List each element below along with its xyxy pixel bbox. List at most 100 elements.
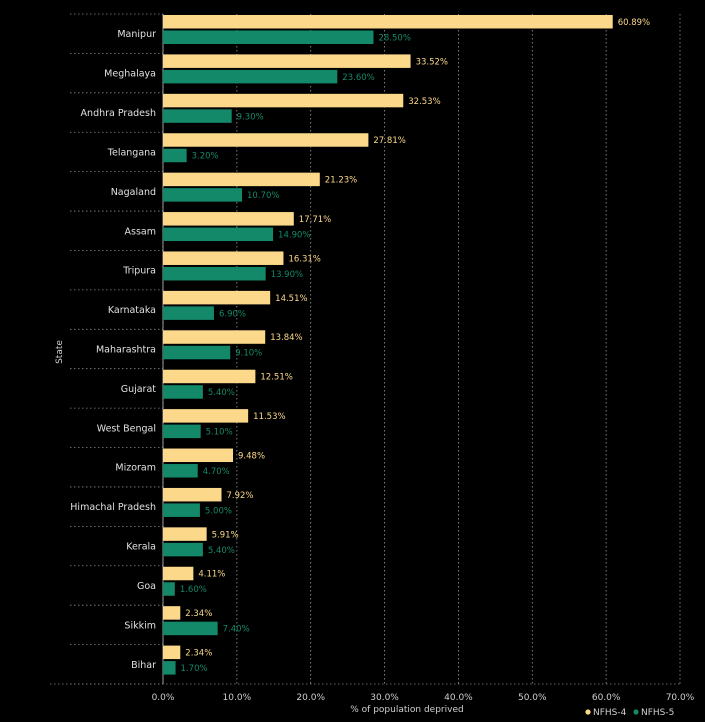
y-axis-label: State: [55, 340, 65, 364]
x-tick-labels: 0.0% 10.0% 20.0% 30.0% 40.0% 50.0% 60.0% 70.0%: [152, 693, 695, 703]
data-label: 13.90%: [271, 270, 303, 280]
data-label: 16.31%: [288, 254, 320, 264]
legend-swatch: [633, 709, 639, 715]
data-label: 5.10%: [206, 428, 233, 438]
legend: NFHS-4 NFHS-5: [585, 708, 674, 718]
category-label: Himachal Pradesh: [70, 502, 156, 513]
data-label: 32.53%: [408, 97, 440, 107]
bar-nfhs-5: [163, 266, 266, 281]
bar-nfhs-5: [163, 621, 218, 636]
bar-nfhs-4: [163, 133, 369, 147]
x-tick-label: 60.0%: [592, 693, 621, 703]
bar-nfhs-5: [163, 109, 232, 123]
category-label: Goa: [137, 581, 156, 592]
data-label: 5.91%: [212, 530, 239, 540]
bar-nfhs-5: [163, 30, 374, 44]
data-label: 11.53%: [253, 412, 285, 422]
category-label: Bihar: [131, 660, 156, 671]
data-label: 1.60%: [180, 585, 207, 595]
bar-nfhs-4: [163, 251, 284, 265]
data-label: 27.81%: [373, 136, 405, 146]
legend-swatch: [585, 709, 591, 715]
data-label: 23.60%: [342, 73, 374, 83]
bar-nfhs-4: [163, 172, 320, 187]
data-label: 9.48%: [238, 451, 265, 461]
data-label: 60.89%: [618, 18, 650, 28]
category-label: Meghalaya: [104, 69, 156, 80]
category-label: Karnataka: [108, 305, 156, 316]
bar-nfhs-5: [163, 542, 203, 557]
x-tick-label: 20.0%: [296, 693, 325, 703]
bar-nfhs-5: [163, 385, 203, 399]
category-label: Nagaland: [111, 187, 156, 198]
bar-nfhs-5: [163, 148, 187, 163]
category-label: Gujarat: [121, 384, 157, 395]
data-label: 10.70%: [247, 191, 279, 201]
legend-label: NFHS-5: [641, 708, 674, 718]
category-label: Mizoram: [115, 463, 156, 474]
x-tick-label: 50.0%: [518, 693, 547, 703]
category-label: West Bengal: [97, 423, 156, 434]
category-label: Kerala: [126, 542, 156, 553]
category-label: Sikkim: [124, 620, 156, 631]
x-tick-label: 40.0%: [444, 693, 473, 703]
bar-nfhs-5: [163, 464, 198, 478]
bar-nfhs-4: [163, 54, 411, 68]
data-label: 33.52%: [416, 57, 448, 67]
category-label: Tripura: [122, 266, 156, 277]
bar-nfhs-4: [163, 645, 181, 660]
category-label: Telangana: [107, 147, 156, 158]
x-axis-label: % of population deprived: [350, 705, 463, 715]
bar-nfhs-4: [163, 566, 194, 581]
bar-nfhs-5: [163, 69, 338, 84]
category-labels: Manipur Meghalaya Andhra Pradesh Telangana N…: [70, 29, 156, 671]
data-label: 2.34%: [185, 649, 212, 659]
x-tick-label: 10.0%: [223, 693, 252, 703]
data-label: 7.92%: [226, 491, 253, 501]
x-tick-label: 70.0%: [666, 693, 695, 703]
bar-nfhs-4: [163, 212, 294, 226]
data-label: 1.70%: [181, 664, 208, 674]
bar-nfhs-4: [163, 409, 249, 423]
data-label: 5.00%: [205, 506, 232, 516]
category-label: Andhra Pradesh: [81, 108, 156, 119]
x-tick-label: 0.0%: [152, 693, 175, 703]
bars: 60.89% 28.50% 33.52% 23.60% 32.53% 9.30% 27.81…: [163, 15, 650, 675]
data-label: 4.70%: [203, 467, 230, 477]
data-label: 5.40%: [208, 388, 235, 398]
data-label: 7.40%: [223, 625, 250, 635]
data-label: 3.20%: [192, 152, 219, 162]
bar-nfhs-5: [163, 661, 176, 675]
category-label: Maharashtra: [96, 345, 156, 356]
data-label: 14.51%: [275, 294, 307, 304]
bar-nfhs-4: [163, 330, 266, 344]
bar-nfhs-5: [163, 503, 200, 517]
x-tick-label: 30.0%: [370, 693, 399, 703]
data-label: 14.90%: [278, 231, 310, 241]
bar-nfhs-4: [163, 448, 234, 463]
data-label: 21.23%: [325, 176, 357, 186]
bar-nfhs-5: [163, 188, 243, 202]
category-label: Manipur: [117, 29, 156, 40]
bar-nfhs-5: [163, 582, 175, 596]
bar-nfhs-5: [163, 345, 231, 360]
data-label: 5.40%: [208, 546, 235, 556]
bar-nfhs-4: [163, 15, 613, 29]
bar-nfhs-5: [163, 227, 274, 242]
bar-nfhs-5: [163, 424, 201, 439]
bar-nfhs-4: [163, 606, 181, 620]
data-label: 13.84%: [270, 333, 302, 343]
bar-nfhs-5: [163, 306, 214, 320]
data-label: 6.90%: [219, 309, 246, 319]
bar-nfhs-4: [163, 487, 222, 502]
category-label: Assam: [125, 226, 156, 237]
bar-nfhs-4: [163, 527, 207, 541]
data-label: 17.71%: [299, 215, 331, 225]
bar-nfhs-4: [163, 369, 256, 384]
bar-nfhs-4: [163, 93, 404, 108]
data-label: 4.11%: [198, 570, 225, 580]
data-label: 28.50%: [378, 33, 410, 43]
data-label: 9.10%: [235, 349, 262, 359]
data-label: 2.34%: [185, 609, 212, 619]
